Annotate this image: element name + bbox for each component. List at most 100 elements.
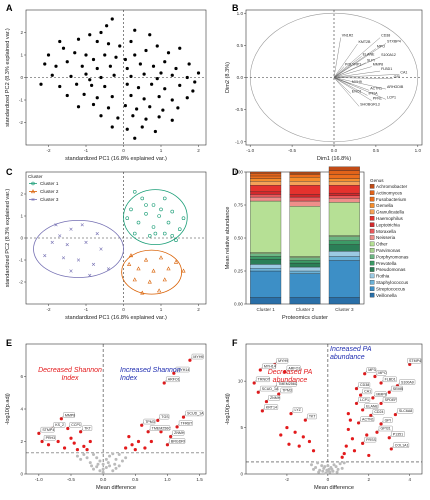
cluster2-point	[157, 288, 162, 293]
gene-label: MYH14	[177, 368, 189, 372]
x-tick-label: -0.5	[67, 477, 75, 482]
annotation-line: Index	[61, 375, 79, 382]
legend-label: Porphyromonas	[376, 254, 409, 259]
variable-label: SHOBGRL3	[360, 102, 380, 106]
legend-swatch	[369, 248, 375, 253]
label-leader	[67, 425, 70, 429]
nonsignificant-point	[314, 466, 318, 469]
loading-arrow	[333, 43, 387, 78]
legend-label: Other	[376, 242, 388, 247]
nonsignificant-point	[328, 470, 332, 474]
legend-label: Leptotrichia	[376, 222, 400, 227]
legend-swatch	[369, 241, 375, 247]
significant-point	[159, 430, 163, 434]
data-point	[65, 93, 69, 98]
data-point	[170, 118, 174, 122]
legend-label: Fusobacterium	[376, 197, 407, 202]
nonsignificant-point	[96, 462, 100, 466]
variable-label: KMT2B	[358, 40, 371, 44]
data-point	[148, 33, 152, 37]
label-leader	[376, 429, 380, 433]
stacked-bar-segment	[289, 262, 321, 268]
label-leader	[278, 391, 281, 395]
stacked-bar-segment	[250, 256, 282, 260]
data-point	[50, 73, 54, 77]
significant-point	[279, 433, 283, 437]
label-box	[191, 353, 204, 360]
data-point	[91, 102, 96, 107]
gene-label: CD38	[360, 383, 369, 387]
variable-label: MYH9	[352, 80, 362, 84]
data-point	[73, 51, 77, 55]
x-tick-label: 2	[197, 307, 200, 312]
significant-point	[162, 381, 166, 385]
stacked-bar-segment	[289, 270, 321, 274]
nonsignificant-point	[309, 463, 313, 467]
label-box	[399, 379, 416, 385]
cluster1-point	[136, 220, 141, 225]
data-point	[110, 17, 114, 21]
legend-label: Moraxella	[376, 229, 396, 234]
variable-label: FLBD1	[381, 67, 392, 71]
loading-arrow	[333, 77, 370, 91]
cluster1-point	[162, 231, 167, 236]
x-tick-label: 1	[160, 148, 163, 153]
gene-label: STMP4	[409, 359, 421, 363]
label-leader	[374, 373, 378, 377]
variable-label: PFN1	[373, 97, 382, 101]
label-box	[364, 437, 377, 443]
gene-label: COL1A1	[395, 443, 409, 447]
stacked-bar-segment	[289, 194, 321, 198]
stacked-bar-segment	[328, 185, 360, 194]
label-leader	[189, 357, 193, 361]
legend-key-marker	[31, 189, 35, 194]
cluster1-point	[129, 207, 133, 212]
nonsignificant-point	[111, 469, 115, 473]
nonsignificant-point	[98, 459, 102, 463]
y-tick-label: 5	[240, 425, 243, 430]
x-axis-label: Mean difference	[314, 485, 354, 491]
gene-label: FLBD1	[385, 378, 396, 382]
data-point	[170, 98, 174, 102]
legend-swatch	[369, 286, 375, 291]
cluster1-point	[170, 209, 175, 214]
label-leader	[260, 366, 263, 371]
data-point	[153, 129, 157, 134]
label-box	[53, 422, 66, 428]
label-leader	[51, 425, 54, 429]
stacked-bar-segment	[250, 196, 282, 202]
cluster3-point	[106, 267, 111, 271]
data-point	[144, 117, 148, 121]
y-tick-label: 0.00	[234, 302, 243, 307]
stacked-bar-segment	[250, 171, 282, 174]
cluster2-point	[166, 266, 171, 271]
stacked-bar-segment	[289, 266, 321, 272]
y-axis-label: standardized PC2 (8.3% explained var.)	[5, 28, 11, 127]
annotation-increased: Increased Shannon Index	[120, 367, 181, 382]
stacked-bar-segment	[289, 257, 321, 261]
data-point	[106, 42, 111, 46]
cluster3-point	[76, 258, 81, 262]
cluster2-point	[158, 255, 164, 260]
data-point	[161, 108, 165, 112]
legend-label: Rothia	[376, 274, 390, 279]
nonsignificant-point	[75, 454, 79, 458]
data-point	[185, 75, 189, 80]
data-point	[82, 92, 86, 96]
label-leader	[167, 441, 170, 445]
gene-label: TPM3	[282, 389, 292, 393]
label-leader	[360, 391, 363, 396]
x-tick-label: -2	[285, 477, 290, 482]
variable-label: S100A12	[381, 53, 396, 57]
label-box	[276, 381, 297, 387]
stacked-bar-segment	[328, 244, 360, 252]
nonsignificant-point	[320, 464, 324, 468]
cluster1-point	[157, 214, 161, 218]
x-tick-label: -1.0	[246, 148, 254, 153]
legend-swatch	[369, 260, 375, 266]
label-box	[43, 435, 56, 441]
label-box	[397, 408, 414, 414]
y-tick-label: 0.50	[234, 236, 243, 241]
data-point	[116, 116, 120, 120]
label-leader	[362, 440, 365, 444]
